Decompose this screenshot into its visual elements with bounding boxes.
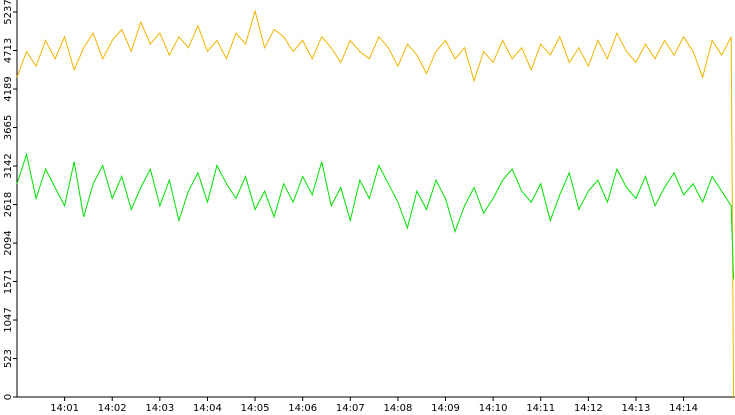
y-tick-label: 1047 — [3, 307, 14, 332]
x-tick-label: 14:08 — [383, 403, 412, 414]
y-tick-label: 2094 — [3, 230, 14, 255]
y-tick-label: 0 — [3, 394, 14, 400]
x-tick-label: 14:01 — [50, 403, 79, 414]
series-line — [16, 9, 735, 398]
x-tick-label: 14:09 — [431, 403, 460, 414]
y-tick-label: 2618 — [3, 192, 14, 217]
y-tick-label: 523 — [3, 349, 14, 368]
y-tick-label: 5237 — [3, 0, 14, 25]
x-tick-label: 14:04 — [193, 403, 222, 414]
x-tick-label: 14:05 — [241, 403, 270, 414]
y-tick-label: 1571 — [3, 269, 14, 294]
x-tick-label: 14:14 — [669, 403, 698, 414]
y-tick-label: 4189 — [3, 76, 14, 101]
y-tick-label: 4713 — [3, 38, 14, 63]
x-tick-label: 14:03 — [145, 403, 174, 414]
x-tick-label: 14:11 — [526, 403, 555, 414]
x-tick-label: 14:12 — [574, 403, 603, 414]
series-line — [16, 152, 735, 280]
x-tick-label: 14:07 — [336, 403, 365, 414]
x-tick-label: 14:10 — [479, 403, 508, 414]
x-tick-label: 14:06 — [288, 403, 317, 414]
x-tick-label: 14:02 — [98, 403, 127, 414]
y-tick-label: 3665 — [3, 115, 14, 140]
y-tick-label: 3142 — [3, 153, 14, 178]
x-tick-label: 14:13 — [622, 403, 651, 414]
